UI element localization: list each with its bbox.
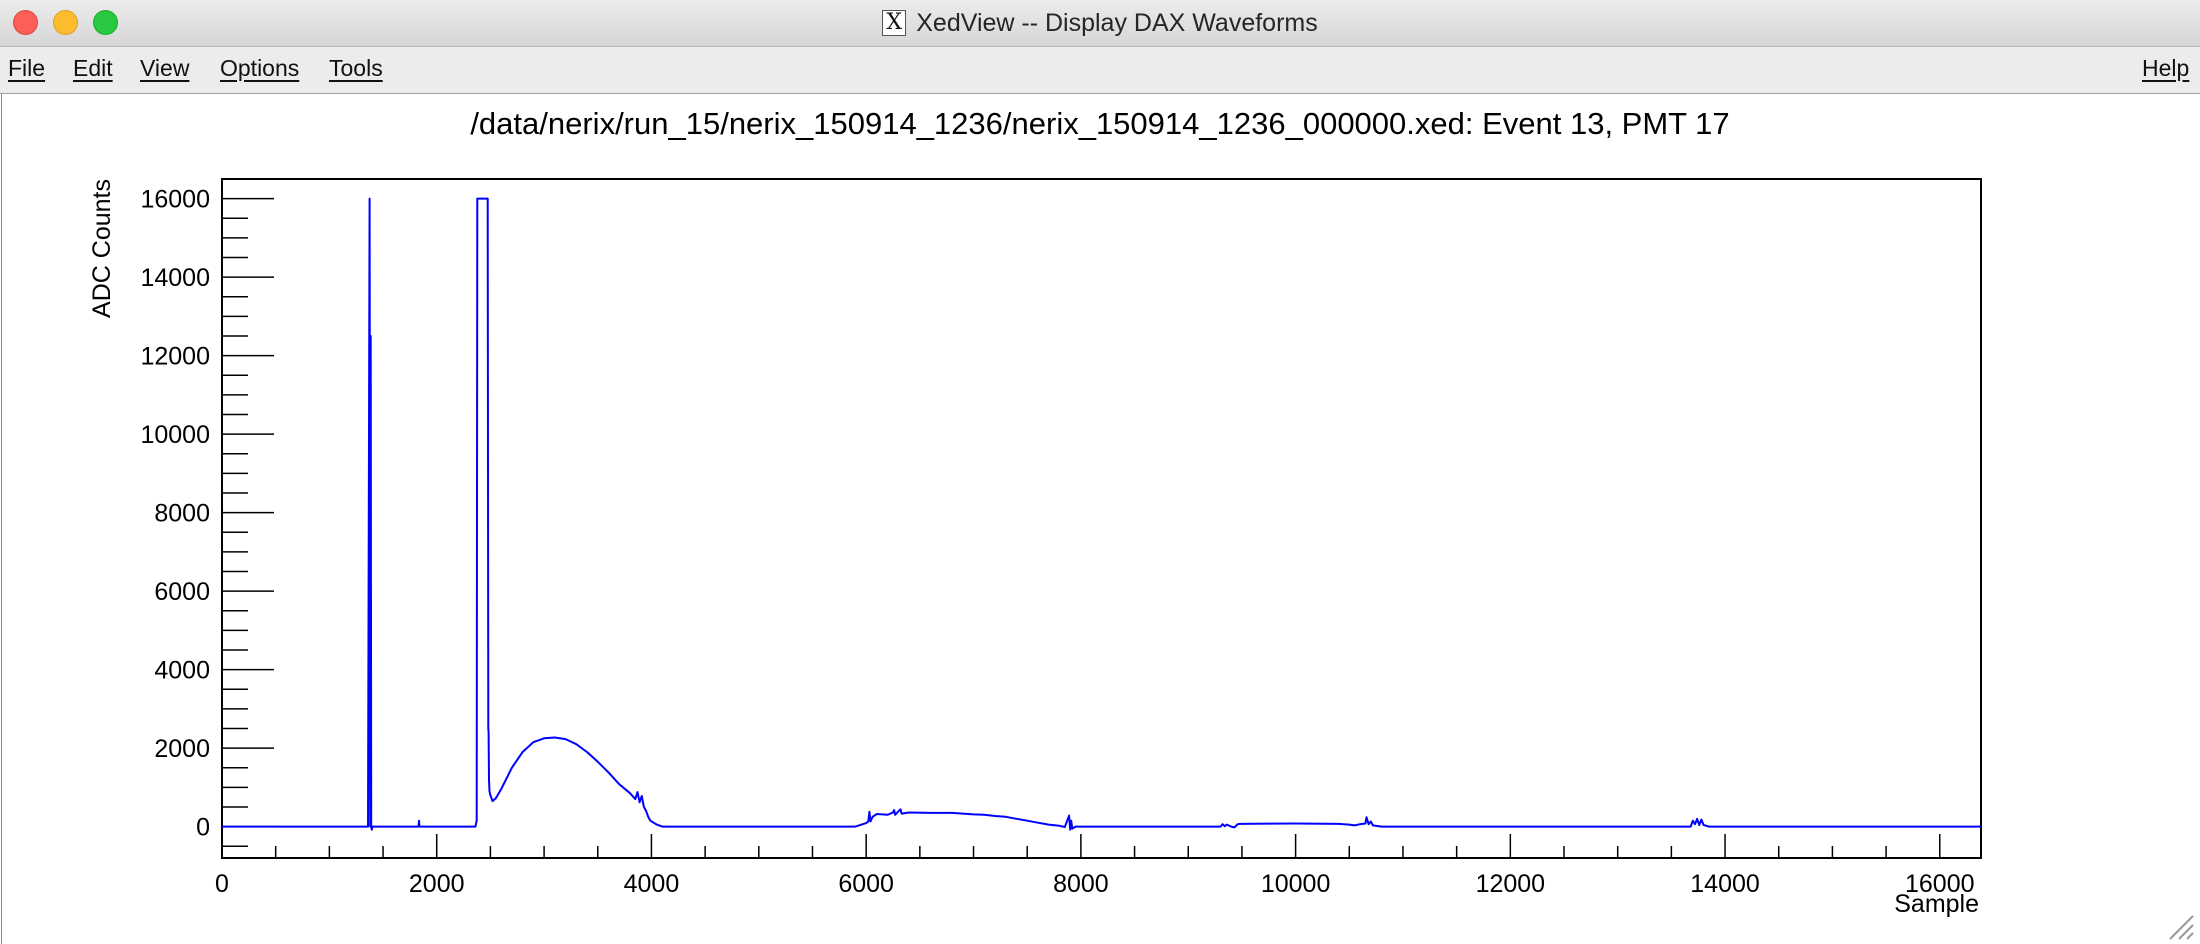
menu-help[interactable]: Help — [2142, 55, 2190, 81]
x-tick-label: 10000 — [1261, 870, 1331, 898]
window-title: XedView -- Display DAX Waveforms — [916, 8, 1318, 37]
plot-title: /data/nerix/run_15/nerix_150914_1236/ner… — [470, 106, 1729, 141]
y-tick-label: 12000 — [140, 343, 210, 371]
menu-options[interactable]: Options — [220, 55, 300, 81]
y-tick-label: 8000 — [154, 500, 210, 528]
minimize-window-button[interactable] — [53, 10, 78, 35]
y-tick-label: 2000 — [154, 735, 210, 763]
x-tick-label: 8000 — [1053, 870, 1109, 898]
menu-edit[interactable]: Edit — [73, 55, 113, 81]
menu-tools[interactable]: Tools — [329, 55, 383, 81]
title-bar[interactable]: X XedView -- Display DAX Waveforms — [0, 0, 2200, 47]
y-tick-label: 10000 — [140, 421, 210, 449]
x-tick-label: 16000 — [1905, 870, 1975, 898]
title-group: X XedView -- Display DAX Waveforms — [0, 0, 2200, 46]
x-tick-label: 6000 — [838, 870, 894, 898]
waveform-series-line — [222, 197, 1981, 831]
plot-frame — [221, 178, 1982, 859]
menu-bar: File Edit View Options Tools Help — [0, 47, 2200, 94]
y-tick-label: 16000 — [140, 186, 210, 214]
x-tick-label: 14000 — [1690, 870, 1760, 898]
zoom-window-button[interactable] — [93, 10, 118, 35]
y-tick-label: 4000 — [154, 657, 210, 685]
y-tick-label: 6000 — [154, 578, 210, 606]
waveform-plot[interactable]: /data/nerix/run_15/nerix_150914_1236/ner… — [2, 94, 2198, 944]
y-tick-label: 14000 — [140, 264, 210, 292]
x-tick-label: 0 — [215, 870, 229, 898]
menu-file[interactable]: File — [8, 55, 46, 81]
x-tick-label: 2000 — [409, 870, 465, 898]
y-tick-label: 0 — [196, 814, 210, 842]
resize-grip-icon[interactable] — [2168, 914, 2194, 940]
plot-canvas[interactable]: /data/nerix/run_15/nerix_150914_1236/ner… — [1, 94, 2198, 944]
x11-icon: X — [882, 10, 907, 36]
x-axis-label: Sample — [1894, 890, 1979, 918]
y-axis-label: ADC Counts — [88, 179, 116, 318]
x-tick-label: 12000 — [1476, 870, 1546, 898]
menu-view[interactable]: View — [140, 55, 190, 81]
close-window-button[interactable] — [13, 10, 38, 35]
x-tick-label: 4000 — [624, 870, 680, 898]
